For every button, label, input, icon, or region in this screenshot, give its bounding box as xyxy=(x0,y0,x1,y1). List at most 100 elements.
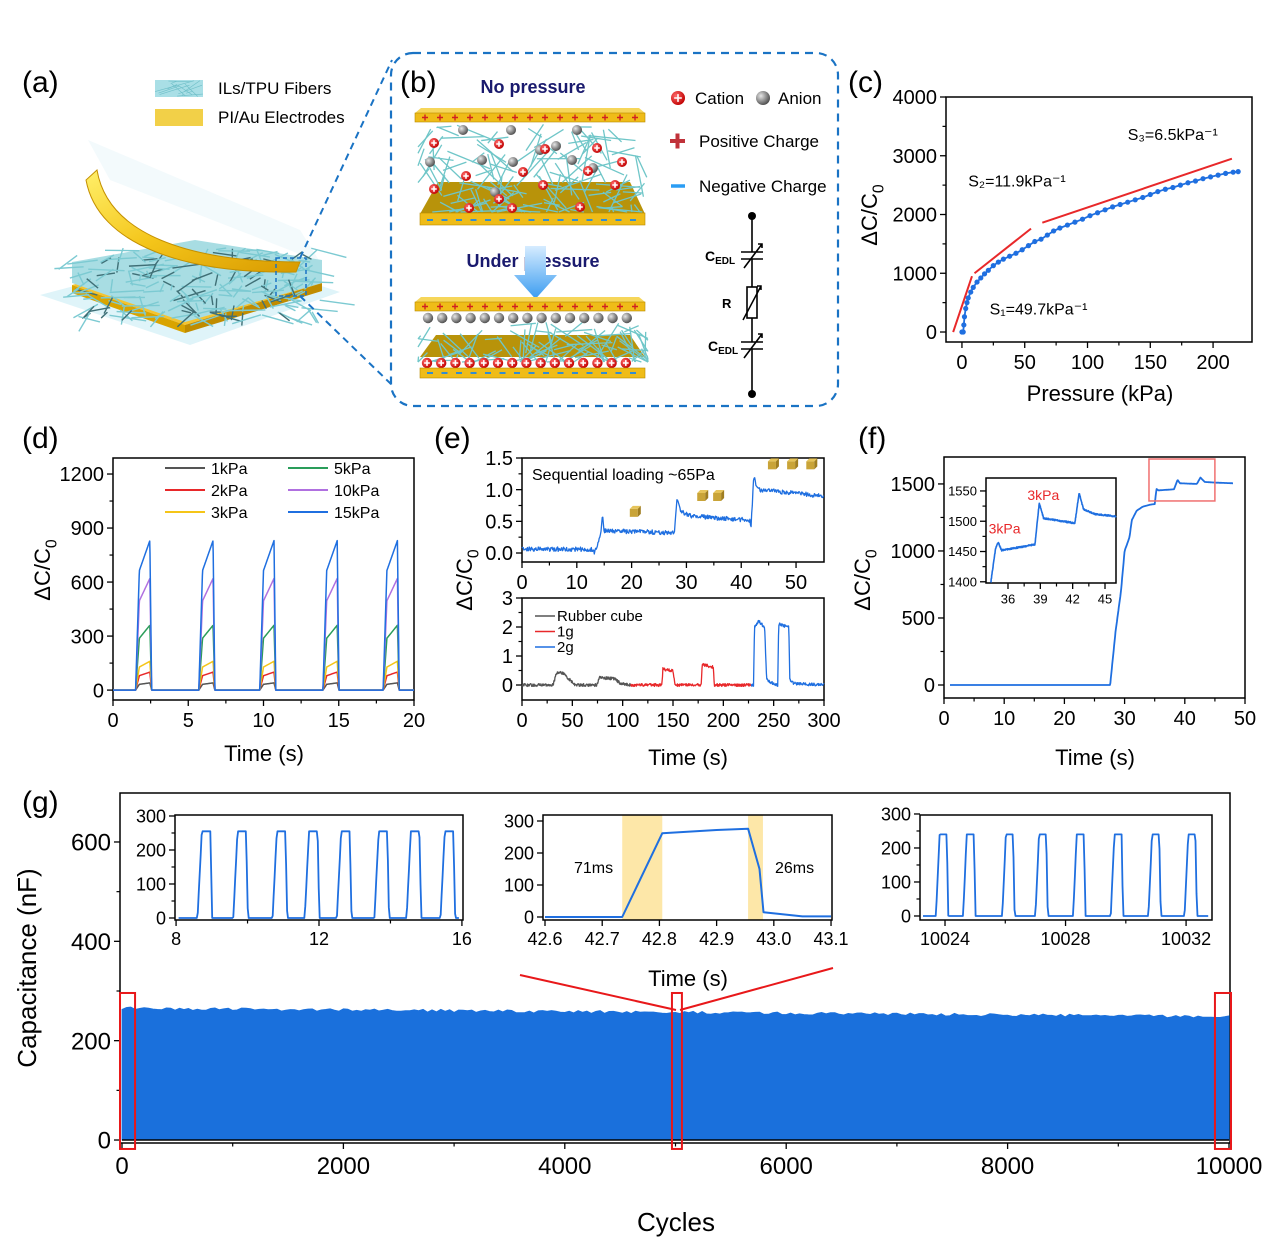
positive-charge-icon xyxy=(617,114,623,121)
fiber xyxy=(302,268,335,277)
device-illustration xyxy=(40,59,393,386)
timing-band xyxy=(748,815,763,920)
data-point xyxy=(1235,169,1241,175)
legend-label: 15kPa xyxy=(334,505,379,522)
plot-frame xyxy=(945,96,1253,343)
terminal-icon xyxy=(748,212,756,220)
anion-icon xyxy=(756,91,770,105)
legend-fibers: ILs/TPU Fibers xyxy=(218,79,331,98)
y-tick-label: 1.0 xyxy=(485,480,513,502)
y-tick-label: 300 xyxy=(504,811,534,831)
y-tick-label: 900 xyxy=(71,518,104,540)
positive-charge-icon xyxy=(617,303,623,310)
fiber xyxy=(263,279,266,288)
fiber xyxy=(602,191,623,208)
x-axis-title: Time (s) xyxy=(648,745,728,770)
series-1g xyxy=(630,662,752,688)
fiber xyxy=(58,254,78,270)
electrode-top-face xyxy=(415,297,645,302)
fiber xyxy=(550,187,600,191)
positive-charge-icon xyxy=(542,114,548,121)
variable-capacitor-icon xyxy=(741,333,763,359)
fiber xyxy=(100,254,115,264)
positive-charge-icon xyxy=(467,303,473,310)
x-tick-label: 250 xyxy=(757,710,790,732)
fiber-swatch-line xyxy=(184,84,198,97)
fiber xyxy=(579,180,594,213)
inset-line xyxy=(989,493,1117,583)
x-tick-label: 2000 xyxy=(317,1153,370,1180)
fiber xyxy=(633,204,641,213)
x-tick-label: 0 xyxy=(516,572,527,594)
variable-resistor-arrow-icon xyxy=(742,285,762,321)
capacitance-area xyxy=(121,1006,1230,1141)
fiber xyxy=(443,187,474,198)
fiber xyxy=(624,325,639,333)
cation-icon xyxy=(461,171,471,181)
y-axis-title-subscript: 0 xyxy=(871,184,888,193)
fiber xyxy=(145,270,151,278)
positive-charge-icon xyxy=(497,303,503,310)
legend-label: 5kPa xyxy=(334,461,371,478)
data-point xyxy=(1170,184,1176,191)
fiber xyxy=(550,323,584,347)
x-tick-label: 20 xyxy=(403,710,425,732)
fiber xyxy=(295,283,304,289)
zoom-highlight-box xyxy=(670,991,683,1150)
fiber xyxy=(497,160,511,186)
x-tick-label: 39 xyxy=(1033,591,1047,606)
fiber xyxy=(218,289,251,292)
fiber xyxy=(210,295,214,306)
positive-charge-icon xyxy=(557,303,563,310)
fiber xyxy=(527,127,543,138)
fiber xyxy=(619,340,649,363)
cation-icon xyxy=(464,357,475,369)
cation-icon xyxy=(583,166,593,176)
x-axis-title: Time (s) xyxy=(224,741,304,766)
fiber xyxy=(241,298,261,309)
fiber xyxy=(88,268,125,272)
positive-charge-icon xyxy=(452,303,458,310)
positive-charge-icon xyxy=(437,114,443,121)
fiber xyxy=(611,147,635,156)
fiber xyxy=(288,283,296,298)
data-point xyxy=(981,271,988,277)
y-tick-label: 200 xyxy=(504,843,534,863)
fiber xyxy=(585,335,611,363)
fiber xyxy=(525,349,572,363)
fiber xyxy=(529,346,549,357)
fiber xyxy=(67,259,98,265)
fiber xyxy=(496,202,543,213)
fiber xyxy=(260,285,269,291)
data-point xyxy=(1064,222,1071,228)
y-tick-label: 0 xyxy=(98,1128,111,1155)
legend-label: 1kPa xyxy=(211,461,248,478)
fiber xyxy=(436,125,452,129)
y-tick-label: 0.0 xyxy=(485,543,513,565)
fiber xyxy=(439,156,451,188)
data-point xyxy=(968,289,974,295)
pressure-arrow-icon xyxy=(514,246,557,299)
panel-label: (g) xyxy=(22,786,59,819)
fiber xyxy=(109,289,145,294)
fiber xyxy=(476,139,514,173)
fiber xyxy=(203,307,227,310)
fiber xyxy=(265,295,274,309)
y-tick-label: 0.5 xyxy=(485,512,513,534)
data-point xyxy=(990,263,996,269)
fiber xyxy=(107,256,137,261)
variable-capacitor-icon xyxy=(741,243,763,269)
response-time-line xyxy=(545,827,831,918)
fiber xyxy=(635,329,649,341)
fiber xyxy=(475,189,484,213)
fiber xyxy=(588,135,636,142)
x-tick-label: 45 xyxy=(1098,591,1112,606)
anion-icon xyxy=(506,125,516,135)
x-tick-label: 0 xyxy=(115,1153,128,1180)
legend-label: 3kPa xyxy=(211,505,248,522)
cation-icon xyxy=(429,184,439,194)
fiber xyxy=(127,270,134,286)
data-point xyxy=(1155,188,1161,195)
